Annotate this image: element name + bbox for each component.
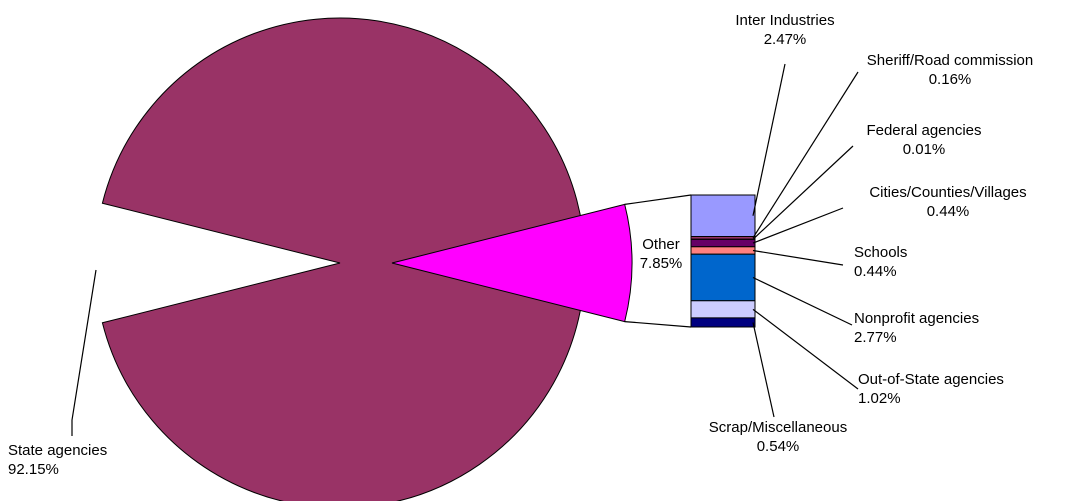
label-nonprofit-agencies: Nonprofit agencies 2.77% — [854, 310, 979, 346]
breakdown-bar — [690, 194, 756, 328]
label-cities-counties-villages-value: 0.44% — [927, 203, 970, 220]
label-scrap-miscellaneous-value: 0.54% — [757, 438, 800, 455]
label-out-of-state-agencies-value: 1.02% — [858, 390, 901, 407]
label-schools: Schools 0.44% — [854, 244, 907, 280]
leader-line-scrap-miscellaneous — [752, 322, 775, 418]
label-cities-counties-villages-name: Cities/Counties/Villages — [869, 184, 1026, 201]
label-federal-agencies: Federal agencies 0.01% — [866, 122, 981, 158]
label-state-agencies: State agencies 92.15% — [8, 442, 107, 478]
label-sheriff-road-commission: Sheriff/Road commission 0.16% — [867, 52, 1033, 88]
label-schools-value: 0.44% — [854, 263, 897, 280]
leader-line-out-of-state-agencies — [752, 308, 859, 390]
label-inter-industries: Inter Industries 2.47% — [735, 12, 834, 48]
bar-segment-scrap-miscellaneous — [690, 317, 756, 328]
bar-segment-inter-industries — [690, 194, 756, 238]
leader-line-federal-agencies — [752, 145, 854, 240]
connector-line-top — [624, 194, 692, 205]
label-inter-industries-name: Inter Industries — [735, 12, 834, 29]
connector-line-bottom — [624, 321, 692, 328]
main-pie — [101, 17, 633, 501]
bar-segment-nonprofit-agencies — [690, 253, 756, 302]
bar-segment-cities-counties-villages — [690, 238, 756, 248]
leader-line-nonprofit-agencies — [752, 276, 853, 326]
bar-segment-schools — [690, 246, 756, 255]
label-schools-name: Schools — [854, 244, 907, 261]
label-out-of-state-agencies-name: Out-of-State agencies — [858, 371, 1004, 388]
label-scrap-miscellaneous-name: Scrap/Miscellaneous — [709, 419, 847, 436]
label-federal-agencies-name: Federal agencies — [866, 122, 981, 139]
labels: State agencies 92.15% Other 7.85% Inter Indu… — [8, 12, 1033, 478]
pie-slice-other — [391, 203, 633, 323]
label-nonprofit-agencies-value: 2.77% — [854, 329, 897, 346]
leader-line-cities-counties-villages — [752, 207, 844, 244]
label-state-agencies-name: State agencies — [8, 442, 107, 459]
label-sheriff-road-commission-name: Sheriff/Road commission — [867, 52, 1033, 69]
label-other: Other 7.85% — [640, 236, 683, 272]
label-state-agencies-value: 92.15% — [8, 461, 59, 478]
leader-line-inter-industries — [752, 63, 786, 216]
label-nonprofit-agencies-name: Nonprofit agencies — [854, 310, 979, 327]
label-out-of-state-agencies: Out-of-State agencies 1.02% — [858, 371, 1004, 407]
leader-line-sheriff-road-commission — [752, 71, 859, 239]
leader-line-schools — [752, 249, 844, 266]
label-scrap-miscellaneous: Scrap/Miscellaneous 0.54% — [709, 419, 847, 455]
leader-line-state-agencies — [71, 269, 97, 436]
label-inter-industries-value: 2.47% — [764, 31, 807, 48]
label-federal-agencies-value: 0.01% — [903, 141, 946, 158]
bar-segment-out-of-state-agencies — [690, 300, 756, 319]
label-other-value: 7.85% — [640, 255, 683, 272]
label-cities-counties-villages: Cities/Counties/Villages 0.44% — [869, 184, 1026, 220]
label-other-name: Other — [642, 236, 680, 253]
label-sheriff-road-commission-value: 0.16% — [929, 71, 972, 88]
leader-lines — [71, 63, 859, 436]
